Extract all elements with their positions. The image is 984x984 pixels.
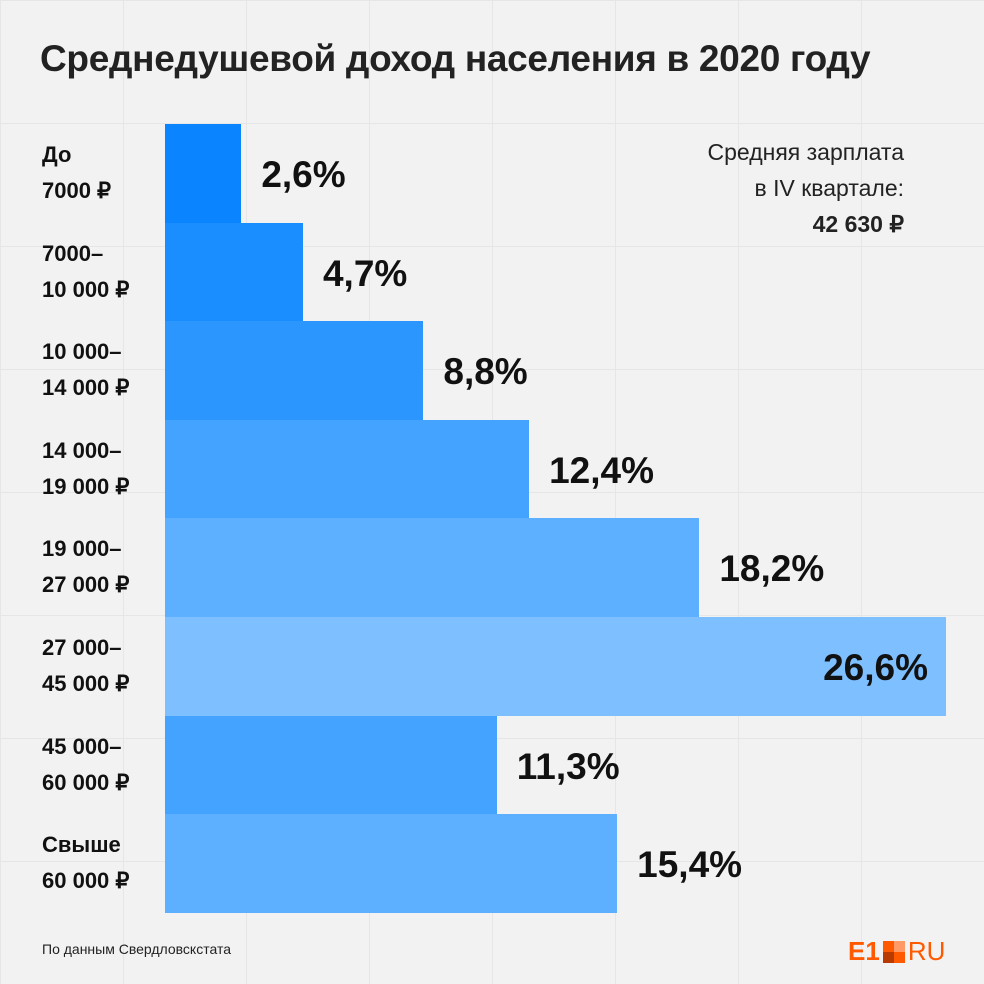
bar <box>165 617 946 717</box>
logo-suffix: RU <box>907 936 946 966</box>
category-label-line: 7000 ₽ <box>42 178 112 203</box>
source-text: По данным Свердловскстата <box>42 941 231 957</box>
category-label: 14 000– 19 000 ₽ <box>42 433 129 505</box>
logo-text: E1 <box>848 936 880 966</box>
category-label-line: 14 000 ₽ <box>42 375 130 401</box>
note-line-1: Средняя зарплата <box>707 139 904 165</box>
category-label-line: 14 000– <box>42 437 122 463</box>
category-label-line: Свыше <box>42 832 121 858</box>
e1-logo: E1 RU <box>848 936 945 967</box>
value-label: 26,6% <box>823 647 928 688</box>
value-label: 8,8% <box>443 351 528 393</box>
category-label: 27 000– 45 000 ₽ <box>42 630 129 702</box>
category-label-line: 19 000– <box>42 536 122 562</box>
bar <box>165 715 497 815</box>
category-label-line: 7000– <box>42 240 104 266</box>
category-label-line: 10 000– <box>42 339 122 365</box>
chart-title: Среднедушевой доход населения в 2020 год… <box>40 38 871 79</box>
category-label-line: 60 000 ₽ <box>42 769 130 795</box>
category-label-line: 27 000 ₽ <box>42 572 130 598</box>
category-label: До 7000 ₽ <box>42 137 111 209</box>
value-label: 15,4% <box>637 844 743 886</box>
bar <box>165 321 424 421</box>
category-label-line: 27 000– <box>42 635 122 660</box>
category-label: 7000– 10 000 ₽ <box>42 236 129 308</box>
category-label-line: 45 000– <box>42 733 122 759</box>
note-line-2: в IV квартале: <box>754 175 905 201</box>
category-label: Свыше 60 000 ₽ <box>42 827 129 899</box>
value-label: 11,3% <box>516 745 620 787</box>
category-label: 10 000– 14 000 ₽ <box>42 334 129 406</box>
category-label: 19 000– 27 000 ₽ <box>42 531 129 603</box>
bar <box>165 419 530 519</box>
value-label: 4,7% <box>322 252 408 294</box>
category-label: 45 000– 60 000 ₽ <box>42 729 129 801</box>
value-label: 2,6% <box>261 154 346 195</box>
bar <box>165 518 700 618</box>
bar <box>165 124 242 224</box>
category-label-line: До <box>42 142 72 167</box>
value-label: 12,4% <box>549 449 654 491</box>
value-label: 18,2% <box>719 548 825 590</box>
category-label-line: 19 000 ₽ <box>42 473 130 499</box>
bar <box>165 222 303 322</box>
logo-square-icon <box>882 940 905 963</box>
average-salary-note: Средняя зарплата в IV квартале: 42 630 ₽ <box>708 134 904 242</box>
note-value: 42 630 ₽ <box>812 211 904 237</box>
category-label-line: 10 000 ₽ <box>42 276 130 302</box>
category-label-line: 45 000 ₽ <box>42 671 130 696</box>
category-label-line: 60 000 ₽ <box>42 868 130 894</box>
bar <box>165 814 618 914</box>
